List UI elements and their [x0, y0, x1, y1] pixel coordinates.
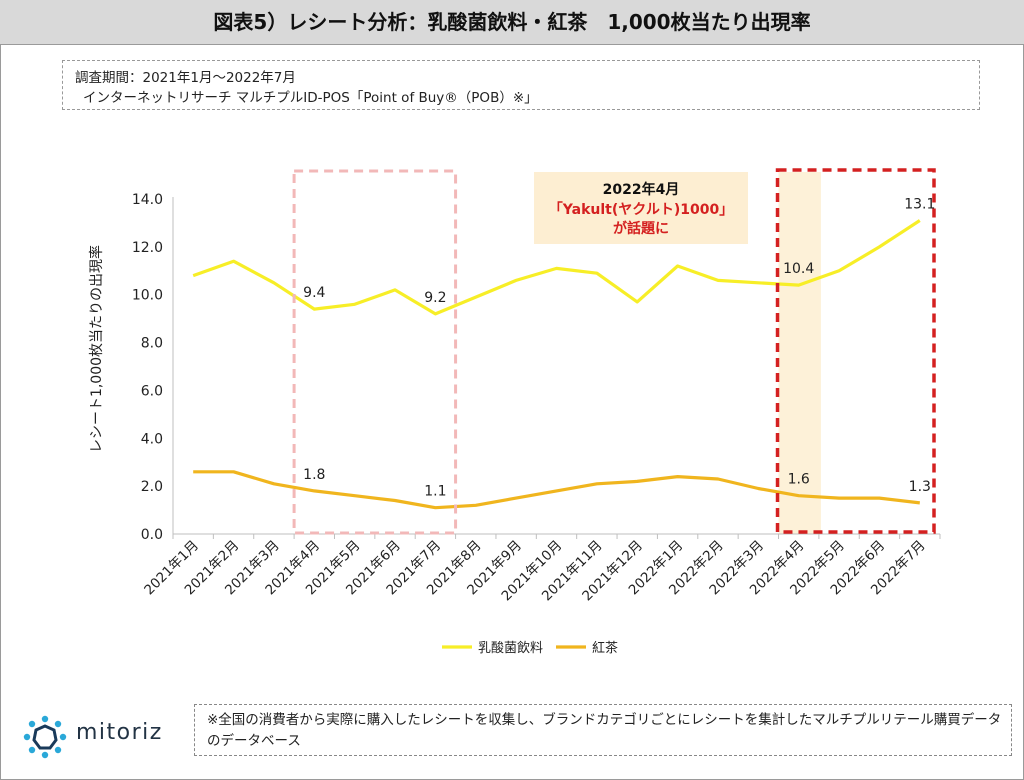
y-tick-label: 12.0: [132, 240, 163, 256]
footnote-box: ※全国の消費者から実際に購入したレシートを収集し、ブランドカテゴリごとにレシート…: [194, 704, 1012, 756]
y-axis-title: レシート1,000枚当たりの出現率: [88, 245, 105, 453]
data-label: 1.8: [303, 467, 325, 483]
data-label: 13.1: [904, 197, 935, 213]
highlight-box-2021: [292, 169, 458, 535]
legend-label-1: 乳酸菌飲料: [478, 640, 543, 656]
data-label: 1.1: [424, 484, 446, 500]
line-chart: 2022年4月「Yakult(ヤクルト)1000」が話題に 0.0 2.0 4.0 6.…: [88, 168, 941, 656]
molecule-logo-icon: [23, 715, 67, 759]
page-title: 図表5）レシート分析：乳酸菌飲料・紅茶 1,000枚当たり出現率: [213, 10, 811, 34]
callout-product: 「Yakult(ヤクルト)1000」: [549, 201, 733, 218]
data-label: 9.4: [303, 285, 325, 301]
data-label: 1.3: [909, 479, 931, 495]
highlight-band: [778, 172, 821, 534]
y-tick-label: 6.0: [141, 383, 163, 399]
callout-box: [534, 172, 748, 244]
footnote-text: ※全国の消費者から実際に購入したレシートを収集し、ブランドカテゴリごとにレシート…: [207, 712, 1002, 749]
brand-logo: mitoriz: [76, 720, 163, 745]
y-tick-label: 2.0: [141, 479, 163, 495]
y-tick-label: 10.0: [132, 288, 163, 304]
series-line-2: [193, 470, 920, 510]
y-tick-label: 14.0: [132, 192, 163, 208]
legend-label-2: 紅茶: [592, 640, 618, 656]
survey-info-box: 調査期間：2021年1月～2022年7月 インターネットリサーチ マルチプルID…: [62, 60, 980, 110]
series-line-1: [192, 219, 921, 316]
highlight-box-2022: [775, 168, 936, 534]
callout-topic: が話題に: [613, 220, 669, 237]
survey-source: インターネットリサーチ マルチプルID-POS「Point of Buy®（PO…: [83, 90, 538, 106]
y-tick-label: 8.0: [141, 336, 163, 352]
survey-period: 調査期間：2021年1月～2022年7月: [75, 70, 296, 86]
y-tick-label: 0.0: [141, 527, 163, 543]
data-label: 10.4: [783, 261, 814, 277]
callout-date: 2022年4月: [603, 181, 680, 198]
title-bar: 図表5）レシート分析：乳酸菌飲料・紅茶 1,000枚当たり出現率: [0, 0, 1024, 45]
y-tick-label: 4.0: [141, 431, 163, 447]
data-label: 9.2: [424, 290, 446, 306]
data-label: 1.6: [788, 472, 810, 488]
